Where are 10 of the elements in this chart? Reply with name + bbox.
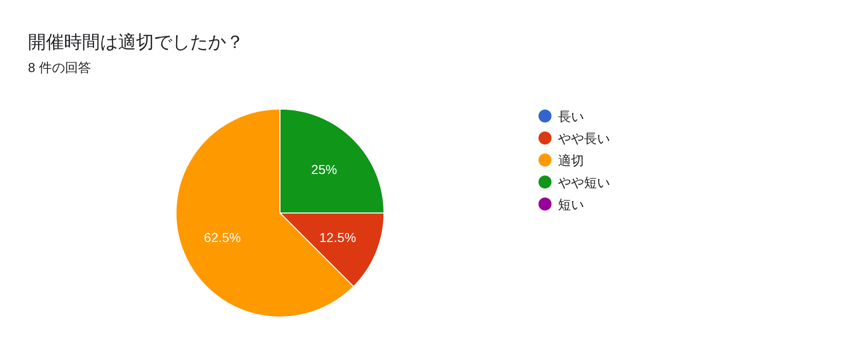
legend-label: 短い [558,197,584,212]
legend-label: やや長い [558,131,610,146]
chart-title: 開催時間は適切でしたか？ [28,32,244,52]
legend-label: やや短い [558,175,610,190]
data-label: 12.5% [319,230,357,245]
data-label: 62.5% [204,230,242,245]
text: 8 件の回答 [28,60,91,75]
legend-label: 適切 [558,153,584,168]
legend-label: 長い [558,109,584,124]
data-label: 25% [311,162,338,177]
